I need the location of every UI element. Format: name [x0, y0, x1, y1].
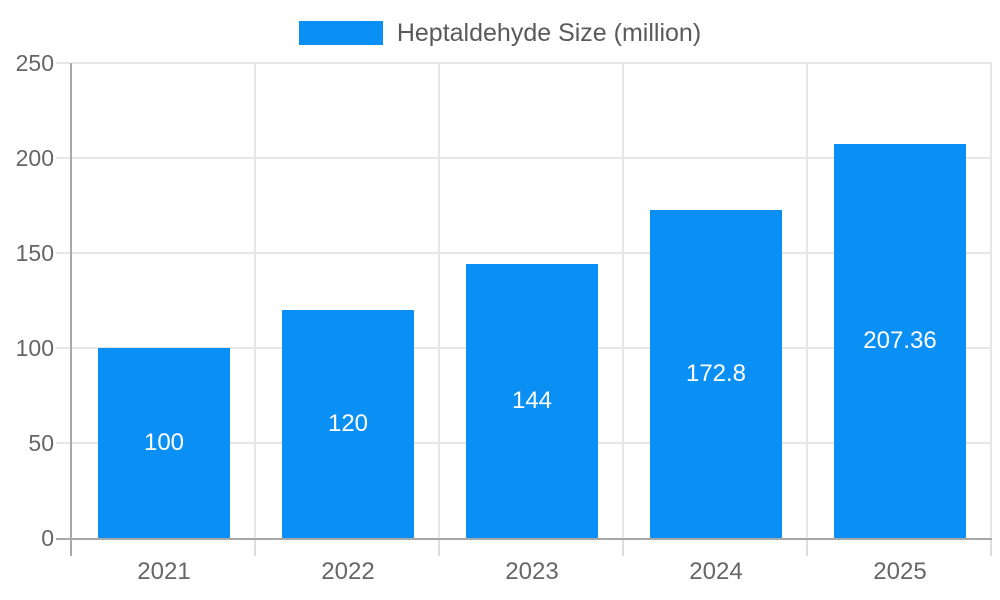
x-tick-mark — [806, 540, 808, 556]
bar-value-label: 172.8 — [685, 359, 747, 387]
y-tick-mark — [56, 62, 70, 64]
x-tick-label: 2025 — [873, 558, 927, 585]
gridline-horizontal — [72, 157, 992, 159]
bar-value-label: 120 — [327, 410, 369, 437]
bar-2025[interactable] — [834, 144, 966, 538]
y-tick-label: 0 — [41, 525, 54, 551]
bar-2024[interactable] — [650, 209, 782, 538]
gridline-vertical — [438, 63, 440, 538]
legend-swatch — [298, 21, 383, 45]
gridline-horizontal — [72, 62, 992, 64]
x-tick-mark — [622, 540, 624, 556]
x-axis-line — [56, 538, 992, 540]
y-tick-label: 200 — [15, 145, 54, 171]
bar-value-label: 100 — [143, 429, 185, 456]
y-tick-mark — [56, 252, 70, 254]
gridline-vertical — [990, 63, 992, 538]
x-tick-mark — [254, 540, 256, 556]
bar-value-label: 207.36 — [863, 327, 937, 354]
x-tick-mark — [438, 540, 440, 556]
x-tick-label: 2021 — [137, 558, 191, 585]
bar-value-label: 144 — [511, 387, 553, 415]
gridline-vertical — [622, 63, 624, 538]
x-tick-mark — [990, 540, 992, 556]
y-tick-label: 50 — [28, 430, 54, 456]
x-tick-label: 2022 — [321, 558, 375, 585]
gridline-horizontal — [72, 252, 992, 254]
bar-2021[interactable] — [98, 348, 230, 538]
y-tick-label: 150 — [15, 240, 54, 266]
legend-label: Heptaldehyde Size (million) — [396, 19, 702, 47]
y-tick-mark — [56, 157, 70, 159]
x-tick-label: 2024 — [689, 558, 743, 585]
x-tick-label: 2023 — [505, 558, 559, 585]
y-tick-label: 100 — [15, 335, 54, 361]
bar-2023[interactable] — [466, 264, 598, 538]
y-tick-mark — [56, 347, 70, 349]
y-axis-line — [70, 63, 72, 556]
y-tick-label: 250 — [15, 50, 54, 76]
gridline-vertical — [806, 63, 808, 538]
legend[interactable]: Heptaldehyde Size (million) — [0, 18, 1000, 48]
bar-2022[interactable] — [282, 310, 414, 538]
y-tick-mark — [56, 442, 70, 444]
gridline-vertical — [254, 63, 256, 538]
